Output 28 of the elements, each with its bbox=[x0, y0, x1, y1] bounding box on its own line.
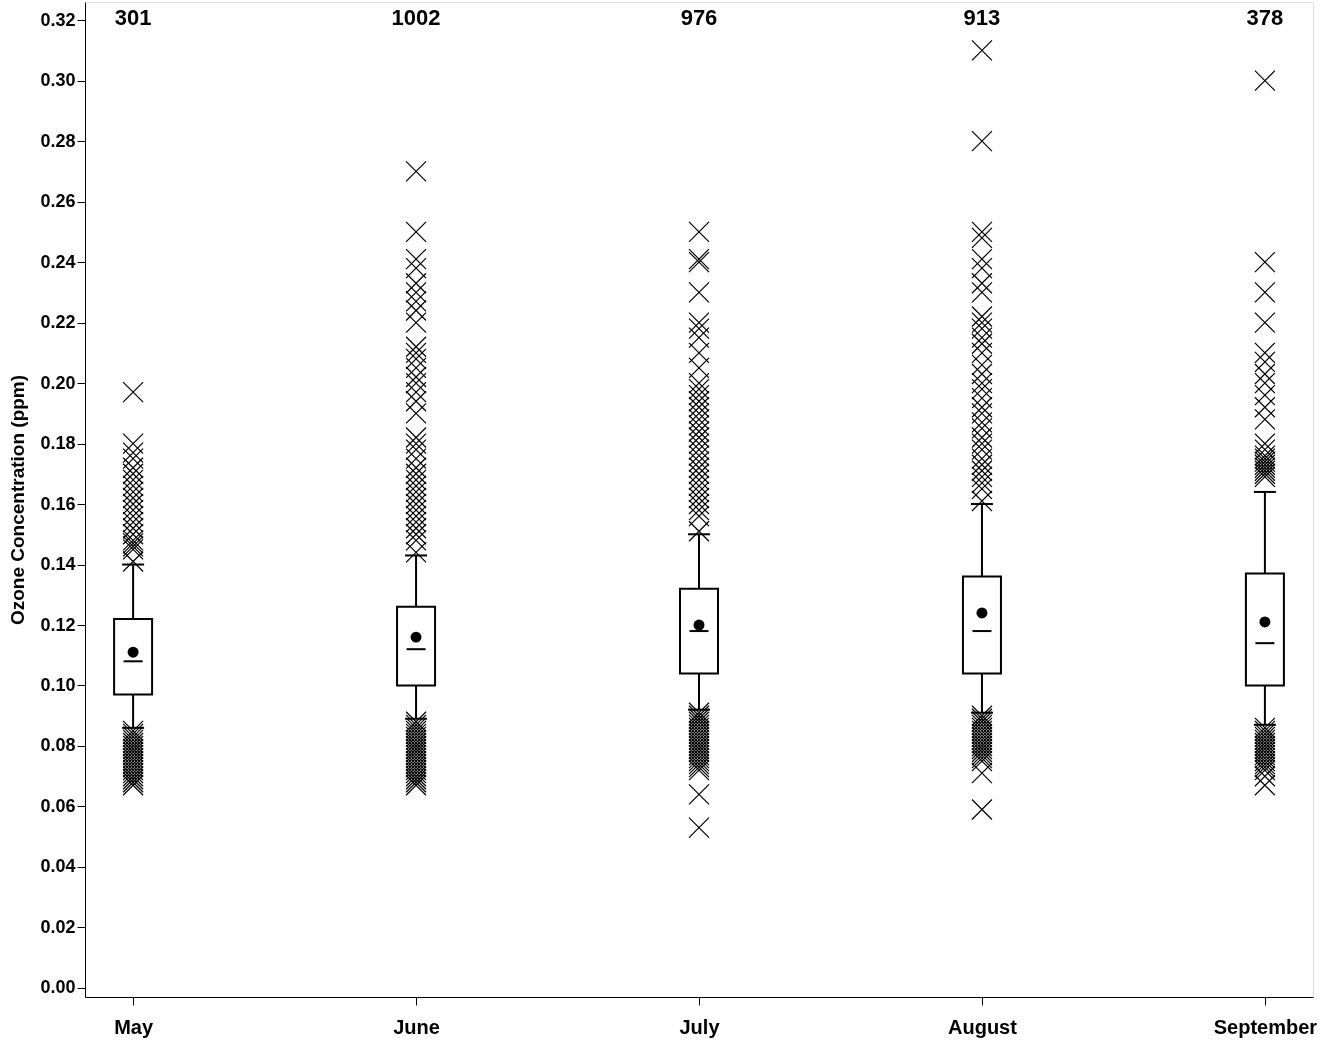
x-tick-label: May bbox=[114, 1015, 154, 1038]
y-tick-label: 0.20 bbox=[40, 372, 76, 393]
x-tick-label: July bbox=[679, 1015, 721, 1038]
y-tick-label: 0.02 bbox=[40, 916, 76, 937]
x-tick-label: June bbox=[393, 1015, 440, 1038]
x-tick-label: August bbox=[948, 1015, 1018, 1038]
y-tick-label: 0.06 bbox=[40, 795, 76, 816]
annotation: 301 bbox=[114, 5, 152, 30]
y-tick-label: 0.04 bbox=[40, 856, 76, 877]
y-tick-label: 0.30 bbox=[40, 70, 76, 91]
annotation: 913 bbox=[963, 5, 1001, 30]
y-tick-label: 0.10 bbox=[40, 675, 76, 695]
y-tick-label: 0.28 bbox=[40, 130, 76, 151]
y-tick-label: 0.32 bbox=[40, 9, 76, 30]
y-axis-title: Ozone Concentration (ppm) bbox=[7, 374, 29, 626]
y-tick-label: 0.24 bbox=[40, 251, 76, 272]
annotation: 976 bbox=[680, 5, 718, 30]
annotation: 378 bbox=[1246, 5, 1284, 30]
y-tick-label: 0.16 bbox=[40, 493, 76, 514]
y-tick-label: 0.00 bbox=[40, 977, 76, 998]
y-tick-label: 0.22 bbox=[40, 312, 76, 333]
y-tick-label: 0.12 bbox=[40, 614, 76, 635]
x-tick-label: September bbox=[1213, 1015, 1318, 1038]
y-tick-label: 0.14 bbox=[40, 554, 76, 575]
y-tick-label: 0.18 bbox=[40, 433, 76, 454]
annotation: 1002 bbox=[391, 5, 441, 30]
y-tick-label: 0.26 bbox=[40, 191, 76, 212]
y-tick-label: 0.08 bbox=[40, 735, 76, 756]
